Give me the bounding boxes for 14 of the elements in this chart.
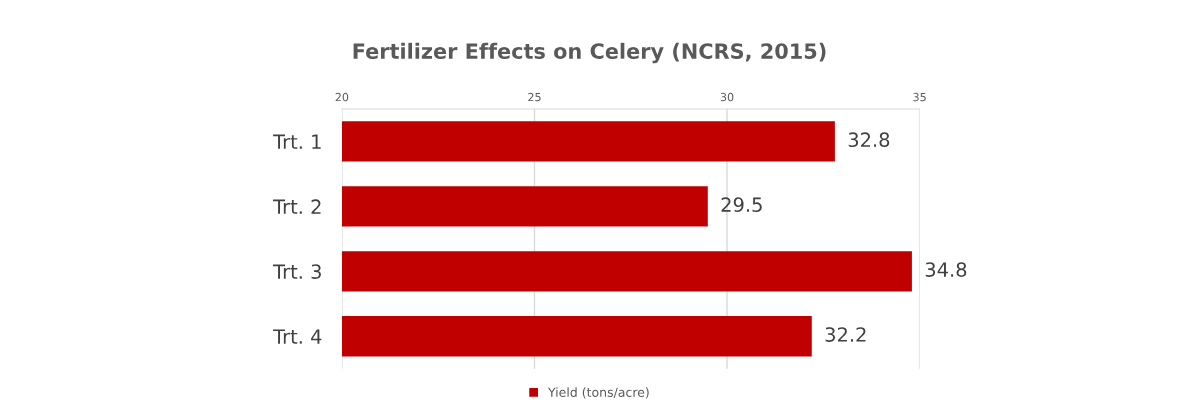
y-tick-label: Trt. 3 [273, 264, 321, 279]
data-label: 34.8 [925, 262, 967, 277]
y-tick-label: Trt. 2 [273, 199, 321, 214]
x-tick-label: 30 [720, 92, 734, 102]
y-tick-label: Trt. 4 [273, 329, 322, 344]
data-label: 32.8 [848, 132, 890, 148]
x-tick-label: 35 [913, 92, 926, 102]
data-label: 32.2 [825, 327, 866, 342]
legend-label: Yield (tons/acre) [547, 387, 649, 399]
chart-title: Fertilizer Effects on Celery (NCRS, 2015) [353, 42, 826, 64]
x-tick-label: 20 [335, 92, 349, 102]
x-tick-label: 25 [528, 92, 541, 102]
data-label: 29.5 [721, 197, 762, 212]
y-tick-label: Trt. 1 [273, 134, 321, 149]
